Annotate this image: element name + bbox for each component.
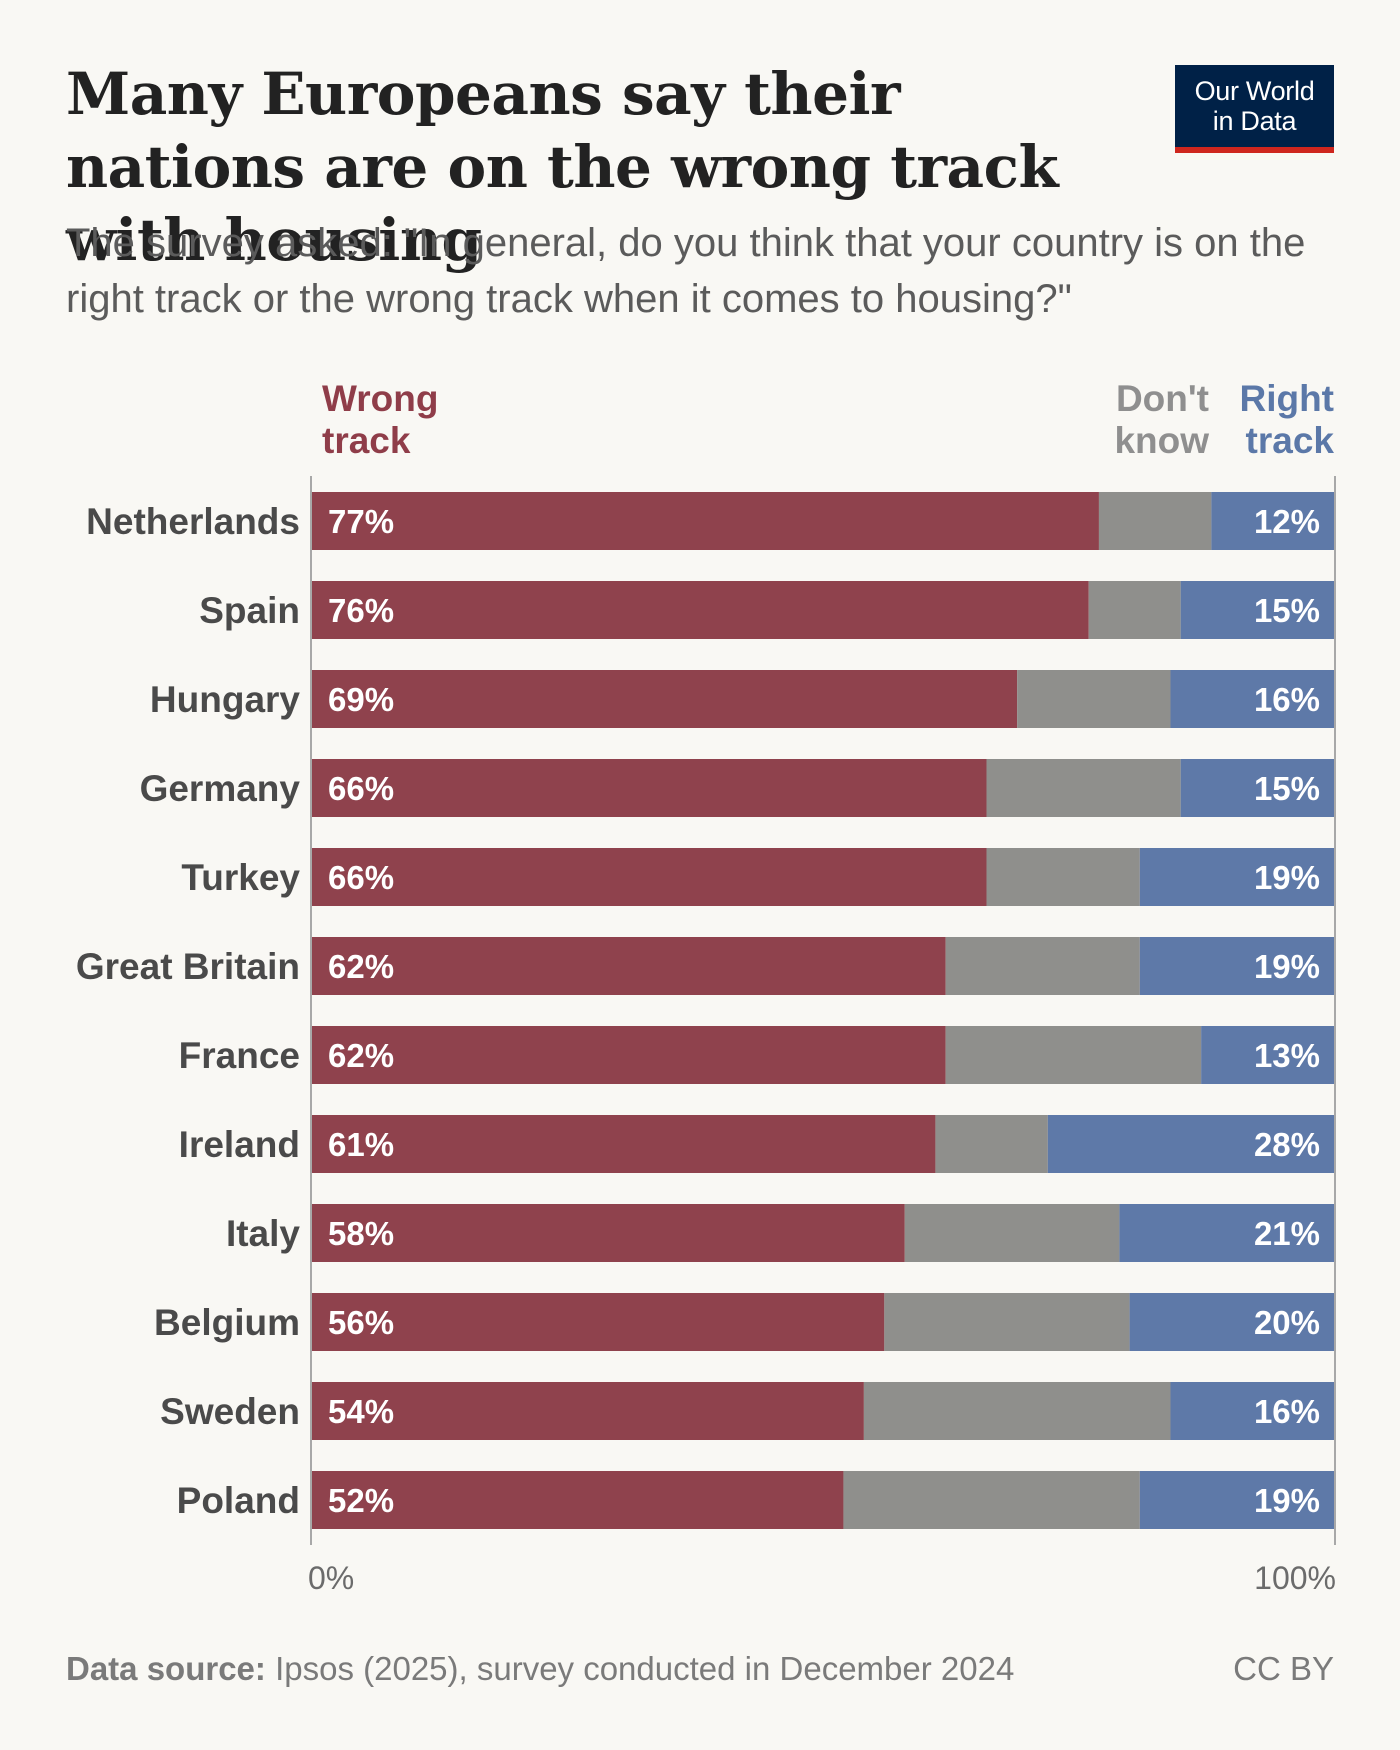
bar-segment-dont-know[interactable] xyxy=(945,937,1140,995)
bar-segment-dont-know[interactable] xyxy=(986,759,1181,817)
country-label: Belgium xyxy=(154,1302,300,1343)
bar-segment-wrong-track[interactable] xyxy=(312,492,1099,550)
x-tick-label: 100% xyxy=(1254,1560,1336,1596)
bar-segment-dont-know[interactable] xyxy=(884,1293,1130,1351)
bar-segment-right-track[interactable] xyxy=(1211,492,1334,550)
bar-segment-dont-know[interactable] xyxy=(1088,581,1181,639)
value-label-wrong-track: 69% xyxy=(328,681,394,718)
value-label-wrong-track: 52% xyxy=(328,1482,394,1519)
data-source: Data source: Ipsos (2025), survey conduc… xyxy=(66,1650,1014,1688)
country-label: France xyxy=(179,1035,300,1076)
data-source-text: Ipsos (2025), survey conducted in Decemb… xyxy=(265,1650,1015,1687)
legend-right-line-2: track xyxy=(1245,420,1334,461)
value-label-wrong-track: 66% xyxy=(328,859,394,896)
bar-segment-wrong-track[interactable] xyxy=(312,848,987,906)
stacked-bar-chart: Netherlands 77% 12% Spain 76% 15% Hungary 69% 16… xyxy=(76,476,1336,1596)
data-source-label: Data source: xyxy=(66,1650,266,1687)
value-label-right-track: 19% xyxy=(1254,1482,1320,1519)
country-label: Ireland xyxy=(179,1124,300,1165)
value-label-right-track: 19% xyxy=(1254,859,1320,896)
legend-dontknow-line-1: Don't xyxy=(1115,378,1209,419)
legend-dont-know: Don't know xyxy=(1114,378,1209,462)
country-label: Hungary xyxy=(150,679,301,720)
value-label-wrong-track: 62% xyxy=(328,1037,394,1074)
bar-segment-dont-know[interactable] xyxy=(1017,670,1171,728)
value-label-wrong-track: 77% xyxy=(328,503,394,540)
chart-title: Many Europeans say their nations are on … xyxy=(66,60,1059,274)
bar-segment-dont-know[interactable] xyxy=(843,1471,1140,1529)
chart-subtitle: The survey asked: "In general, do you th… xyxy=(66,221,1306,321)
legend-right-track: Right track xyxy=(1239,378,1334,462)
bar-segment-wrong-track[interactable] xyxy=(312,670,1018,728)
country-label: Netherlands xyxy=(86,501,300,542)
bar-segment-right-track[interactable] xyxy=(1180,759,1334,817)
legend-dontknow-line-2: know xyxy=(1114,420,1209,461)
bar-segment-right-track[interactable] xyxy=(1139,1471,1334,1529)
value-label-wrong-track: 56% xyxy=(328,1304,394,1341)
value-label-wrong-track: 62% xyxy=(328,948,394,985)
bar-segment-wrong-track[interactable] xyxy=(312,1115,936,1173)
bar-segment-dont-know[interactable] xyxy=(1098,492,1212,550)
bar-segment-right-track[interactable] xyxy=(1119,1204,1334,1262)
value-label-right-track: 19% xyxy=(1254,948,1320,985)
country-label: Turkey xyxy=(181,857,300,898)
country-label: Spain xyxy=(199,590,300,631)
value-label-wrong-track: 66% xyxy=(328,770,394,807)
bar-segment-right-track[interactable] xyxy=(1201,1026,1334,1084)
value-label-right-track: 21% xyxy=(1254,1215,1320,1252)
logo-line-1: Our World xyxy=(1194,76,1315,106)
value-label-right-track: 16% xyxy=(1254,1393,1320,1430)
value-label-wrong-track: 58% xyxy=(328,1215,394,1252)
value-label-wrong-track: 54% xyxy=(328,1393,394,1430)
bar-segment-dont-know[interactable] xyxy=(986,848,1140,906)
bar-segment-wrong-track[interactable] xyxy=(312,581,1089,639)
bar-segment-wrong-track[interactable] xyxy=(312,1293,885,1351)
bar-segment-right-track[interactable] xyxy=(1180,581,1334,639)
value-label-right-track: 16% xyxy=(1254,681,1320,718)
country-label: Great Britain xyxy=(76,946,300,987)
country-label: Italy xyxy=(226,1213,300,1254)
bar-segment-wrong-track[interactable] xyxy=(312,1382,864,1440)
logo-line-2: in Data xyxy=(1212,106,1297,136)
bar-segment-dont-know[interactable] xyxy=(945,1026,1202,1084)
bar-segment-wrong-track[interactable] xyxy=(312,1471,844,1529)
bar-segment-wrong-track[interactable] xyxy=(312,937,946,995)
bar-segment-right-track[interactable] xyxy=(1047,1115,1334,1173)
bar-segment-dont-know[interactable] xyxy=(863,1382,1171,1440)
legend-wrong-line-2: track xyxy=(322,420,411,461)
bar-segment-right-track[interactable] xyxy=(1170,1382,1334,1440)
bar-segment-right-track[interactable] xyxy=(1170,670,1334,728)
bar-segment-dont-know[interactable] xyxy=(904,1204,1120,1262)
bar-segment-right-track[interactable] xyxy=(1139,848,1334,906)
bar-segment-dont-know[interactable] xyxy=(935,1115,1048,1173)
bar-segment-right-track[interactable] xyxy=(1129,1293,1334,1351)
value-label-right-track: 15% xyxy=(1254,770,1320,807)
x-tick-label: 0% xyxy=(308,1560,354,1596)
value-label-right-track: 12% xyxy=(1254,503,1320,540)
country-label: Poland xyxy=(177,1480,300,1521)
country-label: Germany xyxy=(140,768,301,809)
value-label-right-track: 20% xyxy=(1254,1304,1320,1341)
bar-segment-wrong-track[interactable] xyxy=(312,1026,946,1084)
bar-segment-wrong-track[interactable] xyxy=(312,1204,905,1262)
value-label-right-track: 15% xyxy=(1254,592,1320,629)
legend-wrong-track: Wrong track xyxy=(322,378,438,462)
value-label-wrong-track: 76% xyxy=(328,592,394,629)
country-label: Sweden xyxy=(160,1391,300,1432)
bar-segment-right-track[interactable] xyxy=(1139,937,1334,995)
bar-segment-wrong-track[interactable] xyxy=(312,759,987,817)
value-label-right-track: 28% xyxy=(1254,1126,1320,1163)
value-label-wrong-track: 61% xyxy=(328,1126,394,1163)
legend-wrong-line-1: Wrong xyxy=(322,378,439,419)
owid-logo[interactable]: Our World in Data xyxy=(1175,65,1334,153)
legend-right-line-1: Right xyxy=(1239,378,1334,419)
value-label-right-track: 13% xyxy=(1254,1037,1320,1074)
license-label[interactable]: CC BY xyxy=(1233,1650,1334,1687)
